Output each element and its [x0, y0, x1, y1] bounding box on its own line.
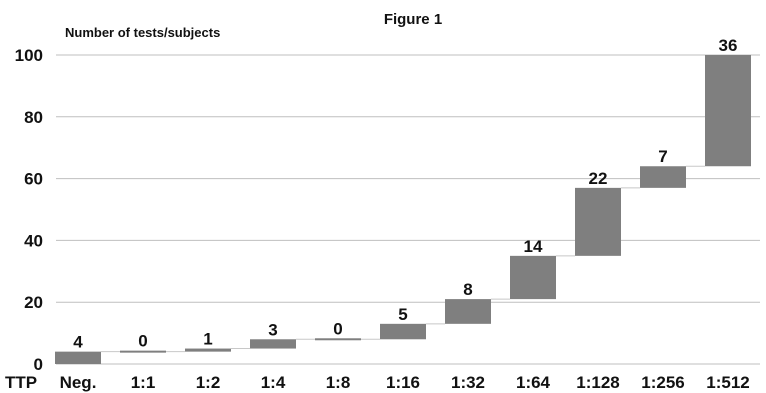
waterfall-bar: [640, 166, 686, 188]
waterfall-bar: [315, 338, 361, 341]
x-category-label: 1:32: [451, 373, 485, 392]
y-tick-labels: 0 20 40 60 80 100: [15, 46, 43, 374]
waterfall-bar: [185, 348, 231, 352]
waterfall-bar: [575, 187, 621, 256]
x-category-label: 1:512: [706, 373, 749, 392]
bars: [55, 55, 751, 364]
waterfall-bar: [120, 350, 166, 353]
x-category-label: 1:2: [196, 373, 221, 392]
data-label: 0: [333, 319, 342, 338]
x-category-label: 1:8: [326, 373, 351, 392]
waterfall-bar: [510, 255, 556, 300]
data-label: 8: [463, 280, 472, 299]
x-category-labels: Neg. 1:1 1:2 1:4 1:8 1:16 1:32 1:64 1:128 1:256 1:…: [60, 373, 750, 392]
y-tick-label-20: 20: [24, 293, 43, 312]
x-category-label: 1:1: [131, 373, 156, 392]
data-label: 1: [203, 330, 212, 349]
value-labels: 4 0 1 3 0 5 8 14 22 7 36: [73, 36, 737, 352]
x-category-label: 1:256: [641, 373, 684, 392]
y-tick-label-100: 100: [15, 46, 43, 65]
data-label: 14: [524, 237, 543, 256]
data-label: 22: [589, 169, 608, 188]
waterfall-bar: [55, 351, 101, 364]
data-label: 36: [719, 36, 738, 55]
y-tick-label-80: 80: [24, 108, 43, 127]
x-category-label: 1:4: [261, 373, 286, 392]
x-category-label: 1:64: [516, 373, 551, 392]
x-category-label: Neg.: [60, 373, 97, 392]
waterfall-bar: [445, 299, 491, 324]
x-category-label: 1:16: [386, 373, 420, 392]
data-label: 5: [398, 305, 407, 324]
y-tick-label-40: 40: [24, 231, 43, 250]
grid-lines: [56, 54, 760, 365]
y-axis-title: Number of tests/subjects: [65, 25, 220, 40]
data-label: 4: [73, 333, 83, 352]
chart-title: Figure 1: [384, 11, 442, 28]
data-label: 3: [268, 320, 277, 339]
waterfall-bar: [705, 55, 751, 167]
y-tick-label-0: 0: [34, 355, 43, 374]
x-category-label: 1:128: [576, 373, 619, 392]
y-tick-label-60: 60: [24, 170, 43, 189]
connector-lines: [101, 165, 705, 353]
data-label: 7: [658, 147, 667, 166]
data-label: 0: [138, 332, 147, 351]
x-axis-title: TTP: [5, 373, 37, 392]
waterfall-bar: [250, 339, 296, 349]
waterfall-bar: [380, 323, 426, 340]
